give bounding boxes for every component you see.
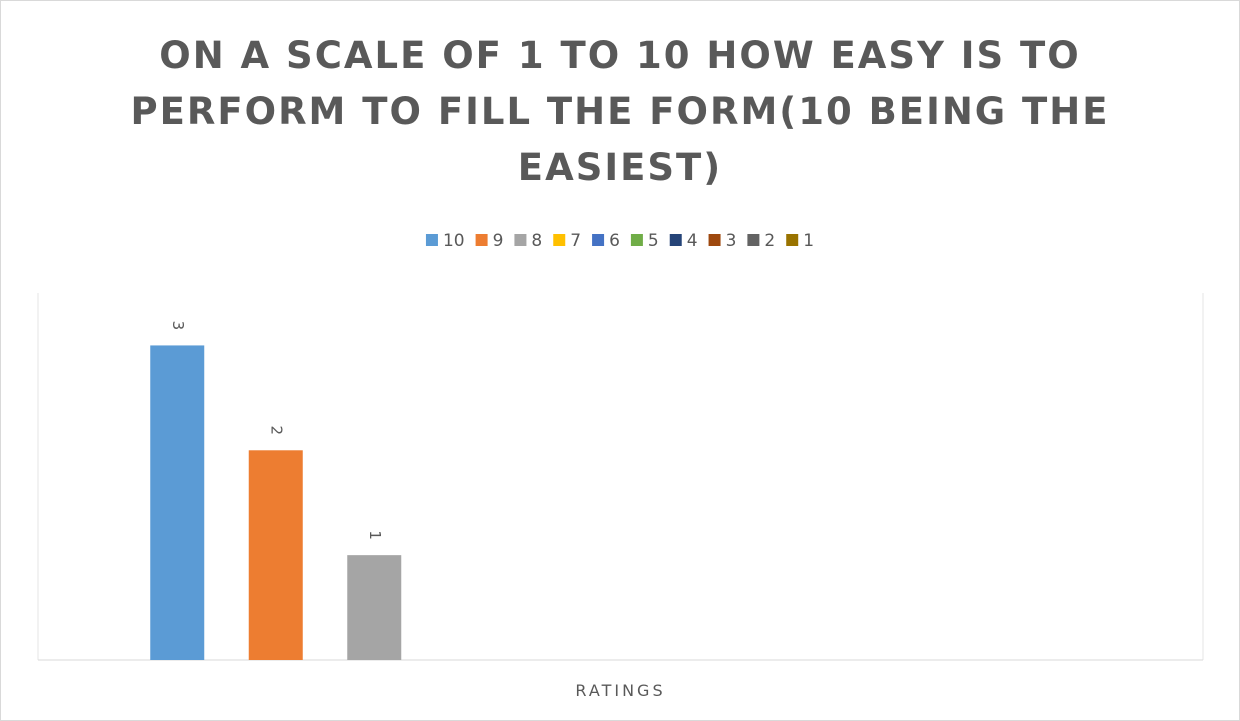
legend-label: 5 (648, 231, 659, 251)
legend-swatch (553, 234, 566, 246)
bar (248, 450, 303, 660)
bar (347, 555, 402, 660)
legend-swatch (669, 234, 682, 246)
legend-label: 7 (570, 231, 581, 251)
legend-swatch (630, 234, 643, 246)
legend-swatch (786, 234, 799, 246)
legend-label: 2 (764, 231, 775, 251)
legend-label: 9 (493, 231, 504, 251)
legend-label: 4 (687, 231, 698, 251)
data-label: 3 (169, 321, 187, 331)
legend-label: 6 (609, 231, 620, 251)
legend-label: 10 (443, 231, 465, 251)
legend-label: 1 (803, 231, 814, 251)
legend-label: 8 (531, 231, 542, 251)
legend-swatch (708, 234, 721, 246)
data-label: 2 (267, 426, 285, 436)
bar (150, 345, 205, 660)
legend-swatch (592, 234, 605, 246)
legend-swatch (425, 234, 438, 246)
legend-swatch (514, 234, 527, 246)
chart-title: ON A SCALE OF 1 TO 10 HOW EASY IS TO PER… (130, 34, 1110, 189)
legend-swatch (475, 234, 488, 246)
x-tick-label: RATINGS (575, 681, 665, 700)
legend-label: 3 (726, 231, 737, 251)
legend-swatch (747, 234, 760, 246)
data-label: 1 (366, 530, 384, 540)
